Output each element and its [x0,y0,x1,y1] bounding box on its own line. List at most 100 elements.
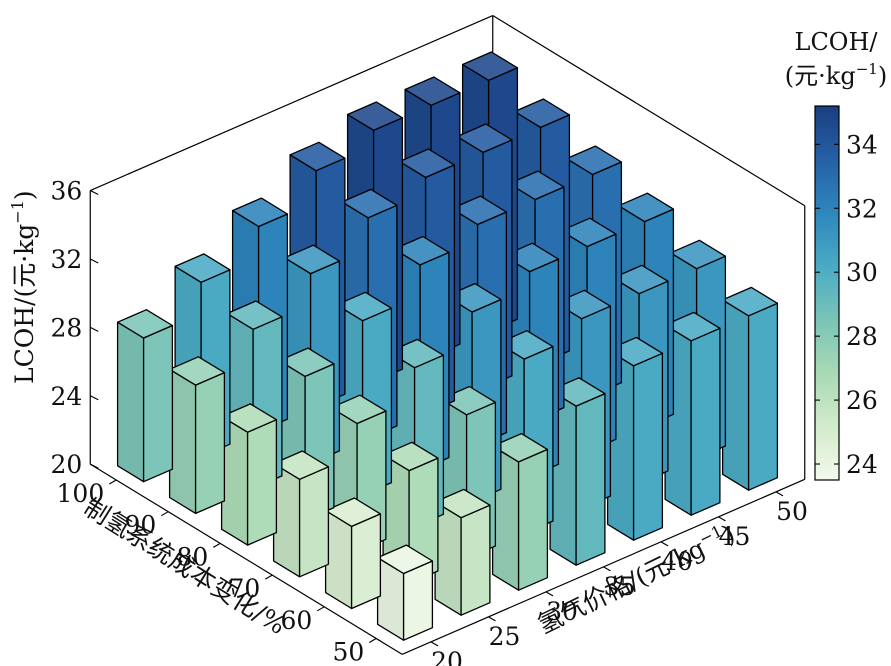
bar-face-top [116,309,174,339]
y-tick-mark [108,479,117,485]
bar-face-top [404,76,461,106]
y-tick-mark [212,542,221,548]
bar-20-100 [116,309,174,483]
bar-20-90 [168,356,226,515]
bar-face-top [346,101,404,131]
z-tick-mark [90,326,99,332]
bar-face-front [690,327,721,516]
bar-face-top [456,123,513,154]
x-tick-label: 45 [719,522,751,551]
x-tick-label: 20 [431,647,463,666]
z-tick-label: 28 [50,313,82,342]
bar-face-front [517,448,549,591]
bar-face-top [617,192,675,223]
bar-face-left [434,501,462,616]
bar-face-top [721,286,779,317]
bar-face-front [402,560,434,641]
x-tick-label: 30 [546,597,578,626]
bar-face-left [324,509,353,610]
y-tick-label: 60 [280,606,312,635]
z-tick-mark [90,258,99,264]
bar-face-left [272,462,301,578]
bar-25-50 [434,488,491,616]
colorbar-tick-label: 24 [846,450,878,479]
bar-face-top [565,145,623,176]
y-tick-mark [264,574,273,580]
bar-face-top [398,148,456,179]
bar-face-left [721,299,750,491]
y-tick-label: 100 [57,479,105,508]
y-tick-mark [160,511,169,517]
bar-face-top [231,197,289,228]
bar-face-top [289,141,346,172]
colorbar-tick-label: 28 [846,322,878,351]
colorbar-ticks: 24 26 28 30 32 34 [815,130,878,479]
colorbar-tick-label: 30 [846,258,878,287]
bar-face-top [513,98,571,129]
y-tick-mark [316,606,325,612]
box-edge-bottom-left [89,463,403,655]
bar-face-top [174,253,231,283]
z-tick-mark [90,190,99,196]
z-tick-label: 20 [50,450,82,479]
colorbar-title-line2: (元·kg−1) [785,60,887,90]
z-tick-mark [90,395,99,401]
bar-face-top [341,188,398,219]
bar-face-front [575,392,606,566]
z-tick-label: 32 [50,245,82,274]
box-edge-top-back-right [492,15,806,207]
y-tick-label: 90 [124,511,156,540]
y-tick-label: 80 [176,542,208,571]
bar-face-front [632,352,664,541]
colorbar: LCOH/ (元·kg−1) 24 26 28 30 32 34 [785,28,887,481]
colorbar-tick-label: 32 [846,194,878,223]
bar-face-top [283,244,341,275]
x-tick-mark [488,616,496,622]
x-tick-mark [603,566,611,572]
y-tick-label: 70 [228,574,260,603]
x-tick-mark [430,641,439,647]
colorbar-tick-label: 34 [846,130,878,159]
x-tick-mark [545,591,554,597]
bar-face-top [376,544,434,575]
bar-face-front [246,419,278,546]
bar-face-top [669,239,727,270]
x-tick-mark [718,516,726,522]
x-tick-label: 40 [661,547,693,576]
z-tick-mark [90,463,99,469]
bar-face-top [461,51,519,81]
bar-20-50 [376,544,434,641]
colorbar-title-line1: LCOH/ [795,28,879,56]
y-tick-label: 50 [332,638,364,666]
bar-20-70 [272,450,330,578]
box-edge-top-back-left [90,14,493,192]
bars-layer [116,51,779,641]
x-tick-mark [660,541,669,547]
x-tick-label: 50 [776,497,808,526]
colorbar-tick-label: 26 [846,386,878,415]
z-tick-label: 36 [50,177,82,206]
bar-20-60 [324,497,382,610]
bar-face-front [194,371,226,515]
bar-20-80 [220,403,278,546]
y-tick-mark [368,638,377,643]
x-tick-label: 35 [604,572,636,601]
z-tick-label: 24 [50,382,82,411]
bar-face-front [460,504,491,616]
x-tick-label: 25 [489,622,521,651]
bar-face-top [168,356,226,386]
bar-face-left [116,321,145,483]
z-axis-title: LCOH/(元·kg−1) [8,190,39,384]
x-tick-mark [775,491,784,497]
bar-face-front [298,466,330,578]
colorbar-gradient [814,105,840,481]
bar-face-front [142,324,174,483]
bar-face-front [747,302,779,491]
bar-face-top [324,497,382,528]
bar-face-front [350,513,382,610]
bar-face-left [168,368,197,515]
bar-50-50 [721,286,779,491]
bar-face-top [226,300,283,330]
